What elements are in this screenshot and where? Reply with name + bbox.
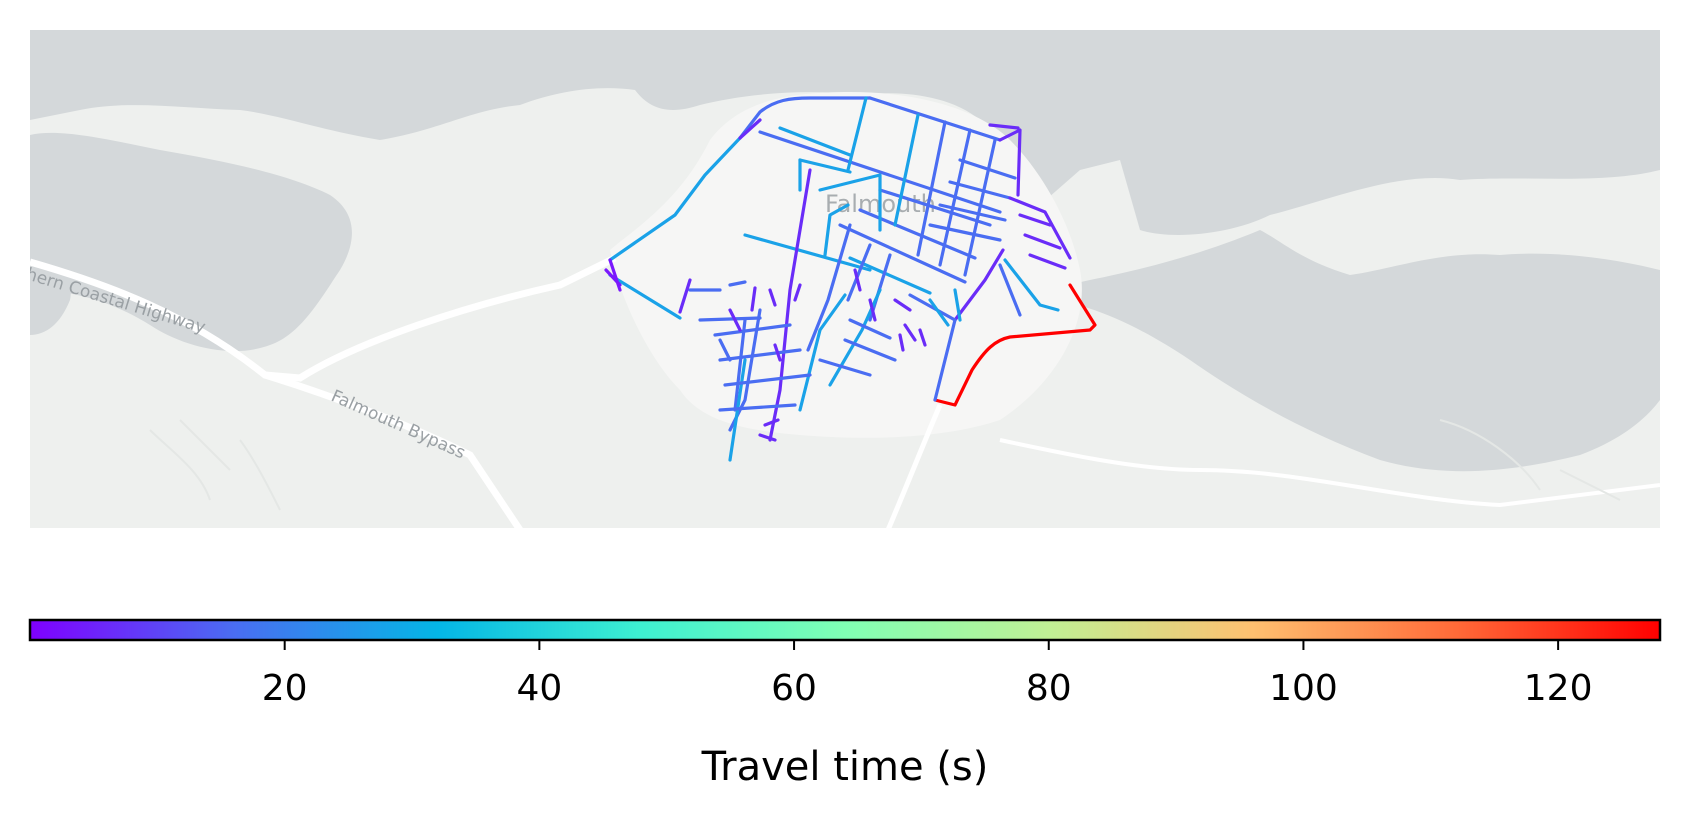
network-edge [608,136,742,262]
network-edge [798,96,920,227]
network-edge [778,126,852,157]
colorbar-tick-label: 100 [1269,668,1338,709]
water-north [30,30,1660,235]
colorbar-label: Travel time (s) [701,744,989,790]
network-edge [998,263,1022,317]
street-network [604,96,1097,462]
network-edge [738,118,762,140]
network-edge [678,278,802,314]
network-edge [743,233,872,272]
road-secondary-east [1439,419,1621,501]
network-edge [688,280,762,322]
network-edge [713,323,812,412]
colorbar-tick-label: 20 [262,668,308,709]
network-edge [928,288,962,327]
colorbar: 20 40 60 80 100 120 Travel time (s) [28,618,1662,790]
colorbar-tick-label: 80 [1026,668,1072,709]
network-edge [728,308,782,442]
basemap: Falmouth Northern Coastal Highway Falmou… [30,30,1660,528]
water-east-bay [1040,230,1660,472]
colorbar-ticks: 20 40 60 80 100 120 [262,640,1593,709]
network-edge [798,158,882,257]
network-edge [933,283,1097,407]
network-edge [898,328,927,352]
colorbar-tick-label: 40 [516,668,562,709]
network-edge [908,293,957,402]
network-edge [988,123,1022,197]
road-south-link [886,404,943,528]
network-edge [608,273,682,320]
network-edge [916,120,997,277]
network-edge [604,258,622,292]
network-edge [853,268,917,342]
network-edge [1003,258,1060,312]
colorbar-tick-label: 120 [1524,668,1593,709]
network-edge [868,96,1002,142]
network-edge [768,168,812,442]
road-coastal-highway [30,254,617,382]
network-edge [818,318,897,377]
colorbar-gradient [28,618,1662,642]
network-edge [928,158,1017,242]
colorbar-tick-label: 60 [771,668,817,709]
water-west-inlet [30,132,352,352]
network-edge [953,248,1005,322]
road-east-link [999,438,1660,508]
network-edge [758,130,1002,214]
network-edge [738,96,872,140]
road-falmouth-bypass [263,371,523,528]
network-edge [1008,196,1072,270]
road-secondary-west [149,419,281,511]
